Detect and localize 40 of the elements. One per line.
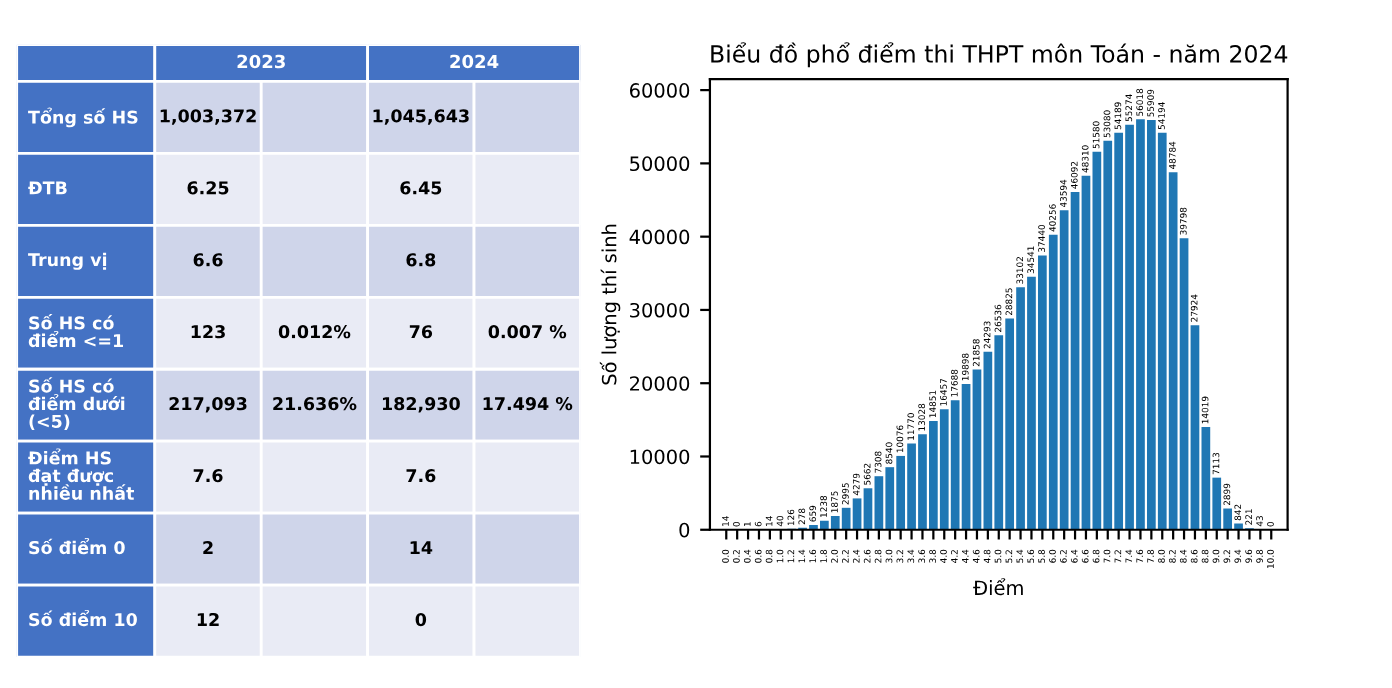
y-tick-label: 60000 [629,83,690,98]
text: 1,003,372 [160,109,256,125]
category-label: Tổng số HS [28,107,138,128]
category-label: Điểm HS đạt được nhiều nhất [28,448,135,500]
text: 12 [197,612,219,626]
text: 217,093 [169,397,247,413]
category-label: Số điểm 0 [29,537,125,555]
text: 6.45 [400,181,442,195]
category-label: 2023 [237,54,285,69]
text: 21.636% [273,397,357,411]
text: 14 [410,541,433,554]
text: 6.8 [406,253,436,267]
text: 76 [409,325,433,339]
text: 1,045,643 [373,109,469,125]
x-axis-title: Điểm [973,578,1023,596]
text: 7.6 [193,469,223,483]
text: 2 [203,540,213,554]
text: 17.494 % [483,397,573,411]
text: 0.012% [278,325,351,339]
y-tick-label: 20000 [630,376,690,391]
category-label: 2024 [450,54,499,69]
text: 182,930 [382,397,460,413]
category-label: Số HS có điểm <=1 [28,313,123,348]
y-tick-label: 40000 [629,229,690,245]
category-label: Trung vị [28,252,107,270]
y-tick-label: 0 [679,522,690,538]
chart-title: Biểu đồ phổ điểm thi THPT môn Toán - năm 2024 [711,42,1288,68]
category-label: ĐTB [28,181,67,195]
y-tick-label: 50000 [630,156,690,172]
category-label: Số HS có điểm dưới (<5) [28,377,125,430]
text: 123 [191,325,225,339]
category-label: Số điểm 10 [29,609,137,627]
y-tick-label: 30000 [630,302,690,318]
text: 0.007 % [488,325,567,339]
text: 6.6 [193,253,223,267]
y-tick-label: 10000 [630,449,690,465]
text: 6.25 [187,181,229,195]
text: 0 [415,612,427,627]
text: 7.6 [406,469,436,483]
y-axis-title: Số lượng thí sinh [599,224,621,385]
